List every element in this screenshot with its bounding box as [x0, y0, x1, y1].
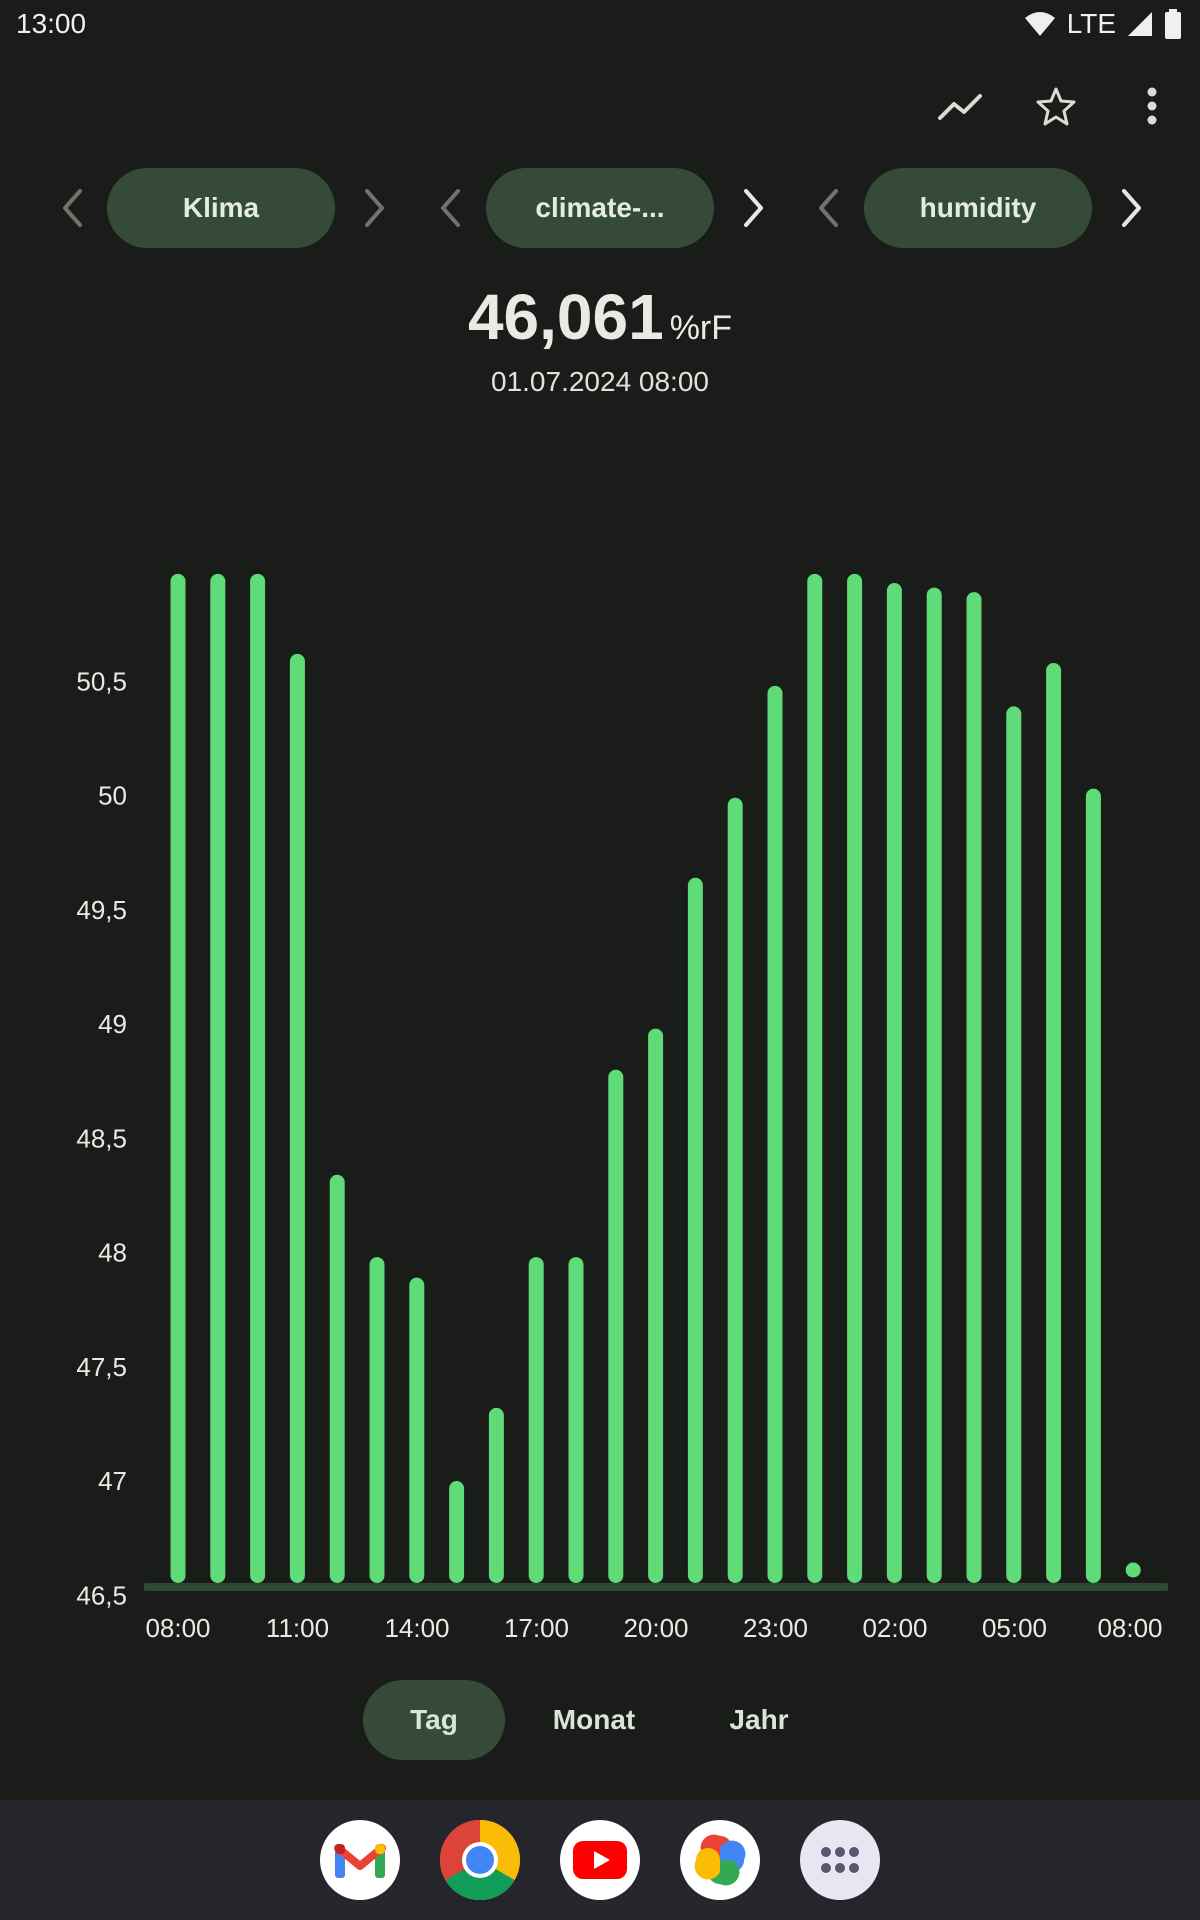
reading-value: 46,061 — [467, 281, 664, 353]
x-tick-label: 08:00 — [145, 1613, 210, 1643]
y-tick-label: 48 — [98, 1238, 127, 1268]
humidity-bar-chart[interactable]: 50,5 50 49,5 49 48,5 48 47,5 47 46,5 08:00 11:00 1… — [0, 440, 1200, 1650]
chevron-left-icon — [63, 189, 82, 227]
tab-year[interactable]: Jahr — [729, 1704, 789, 1735]
trend-line-icon — [938, 94, 982, 120]
selector-category[interactable]: Klima — [107, 168, 335, 248]
x-axis: 08:00 11:00 14:00 17:00 20:00 23:00 02:00 05:00… — [145, 1613, 1162, 1643]
star-icon — [1036, 87, 1076, 126]
chevron-right-icon — [744, 189, 763, 227]
bar — [966, 592, 982, 1583]
status-bar: 13:00 LTE — [0, 0, 1200, 50]
chrome-logo — [440, 1820, 520, 1900]
gmail-logo — [334, 1844, 386, 1878]
x-tick-label: 05:00 — [982, 1613, 1047, 1643]
y-tick-label: 49,5 — [76, 895, 127, 925]
bar — [807, 573, 823, 1583]
bar — [170, 573, 186, 1583]
trend-line-button[interactable] — [932, 78, 988, 134]
bar — [250, 573, 266, 1583]
bar — [847, 573, 863, 1583]
reading-unit: %rF — [669, 309, 733, 347]
y-tick-label: 49 — [98, 1009, 127, 1039]
selector-device[interactable]: climate-... — [486, 168, 714, 248]
bar — [329, 1174, 345, 1583]
x-tick-label: 23:00 — [743, 1613, 808, 1643]
selector-3-next-button[interactable] — [1114, 186, 1150, 230]
y-tick-label: 46,5 — [76, 1580, 127, 1610]
reading-timestamp: 01.07.2024 08:00 — [491, 366, 709, 397]
bar — [210, 573, 226, 1583]
chart-baseline — [144, 1583, 1168, 1591]
x-tick-label: 14:00 — [384, 1613, 449, 1643]
app-dock — [0, 1800, 1200, 1920]
bar — [488, 1407, 504, 1583]
more-vert-icon — [1147, 87, 1157, 125]
y-tick-label: 50 — [98, 781, 127, 811]
favorite-button[interactable] — [1028, 78, 1084, 134]
y-tick-label: 48,5 — [76, 1123, 127, 1153]
app-drawer-icon[interactable] — [800, 1820, 880, 1900]
selector-sensor[interactable]: humidity — [864, 168, 1092, 248]
bar — [727, 797, 743, 1583]
bar — [687, 877, 703, 1583]
status-time: 13:00 — [16, 8, 87, 39]
chevron-left-icon — [441, 189, 460, 227]
bar — [1006, 706, 1022, 1583]
bar — [289, 653, 305, 1583]
youtube-icon[interactable] — [560, 1820, 640, 1900]
current-reading: 46,061 %rF — [0, 280, 1200, 354]
photos-icon[interactable] — [680, 1820, 760, 1900]
top-actions — [0, 78, 1200, 134]
selector-2-prev-button[interactable] — [432, 186, 468, 230]
bar — [767, 685, 783, 1583]
tab-month[interactable]: Monat — [552, 1704, 636, 1735]
bar — [369, 1257, 385, 1583]
bars — [170, 573, 1141, 1583]
photos-logo — [694, 1834, 746, 1886]
selector-1-prev-button[interactable] — [54, 186, 90, 230]
selector-3-prev-button[interactable] — [810, 186, 846, 230]
youtube-logo — [573, 1841, 627, 1879]
gmail-icon[interactable] — [320, 1820, 400, 1900]
y-tick-label: 47,5 — [76, 1352, 127, 1382]
chevron-right-icon — [365, 189, 384, 227]
tab-day[interactable]: Tag — [363, 1680, 505, 1760]
y-tick-label: 47 — [98, 1466, 127, 1496]
range-tabs: Tag Monat Jahr — [0, 1680, 1200, 1760]
selector-1-next-button[interactable] — [357, 186, 393, 230]
bar — [528, 1257, 544, 1583]
x-tick-label: 08:00 — [1097, 1613, 1162, 1643]
bar — [1046, 662, 1062, 1583]
x-tick-label: 11:00 — [266, 1613, 329, 1643]
status-icons: LTE — [1023, 8, 1182, 40]
bar — [449, 1481, 465, 1583]
app-grid-glyph — [821, 1847, 859, 1873]
bar — [886, 582, 902, 1583]
selector-2-next-button[interactable] — [736, 186, 772, 230]
chevron-left-icon — [819, 189, 838, 227]
x-tick-label: 17:00 — [504, 1613, 569, 1643]
chrome-icon[interactable] — [440, 1820, 520, 1900]
bar — [409, 1277, 425, 1583]
x-tick-label: 20:00 — [623, 1613, 688, 1643]
bar — [608, 1069, 624, 1583]
bar — [568, 1257, 584, 1583]
y-axis: 50,5 50 49,5 49 48,5 48 47,5 47 46,5 — [76, 666, 127, 1610]
battery-icon — [1165, 9, 1181, 39]
chevron-right-icon — [1122, 189, 1141, 227]
x-tick-label: 02:00 — [862, 1613, 927, 1643]
y-tick-label: 50,5 — [76, 666, 127, 696]
selector-row: Klima climate-... humidity — [0, 168, 1200, 248]
bar — [1125, 1562, 1141, 1578]
wifi-icon — [1024, 12, 1055, 36]
bar — [1085, 788, 1101, 1583]
signal-icon — [1128, 12, 1152, 36]
bar — [648, 1028, 664, 1583]
more-options-button[interactable] — [1124, 78, 1180, 134]
bar — [926, 587, 942, 1583]
network-label: LTE — [1066, 8, 1116, 39]
